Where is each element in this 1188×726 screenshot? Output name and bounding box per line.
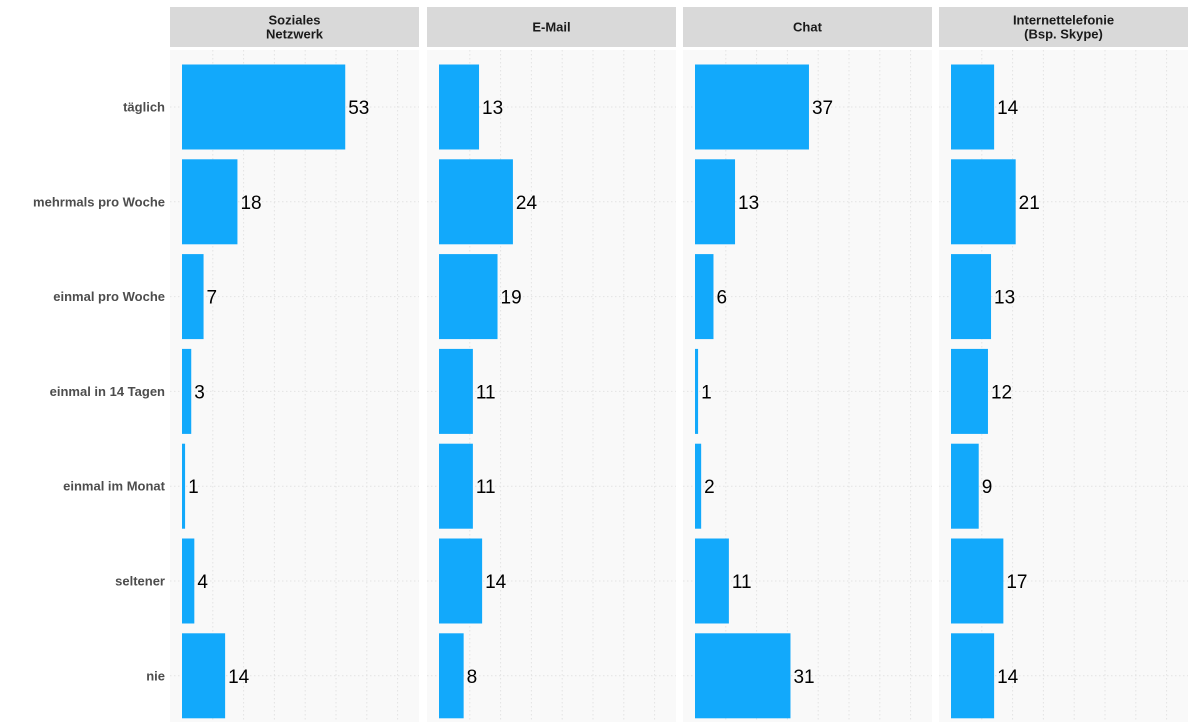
- data-label: 11: [476, 477, 496, 498]
- bar: [439, 254, 498, 340]
- data-label: 4: [197, 572, 208, 593]
- bar: [951, 443, 979, 529]
- bar: [951, 159, 1016, 245]
- data-label: 9: [982, 477, 993, 498]
- bar: [695, 64, 809, 150]
- facet-strip: [939, 7, 1188, 47]
- facet-title: Internettelefonie (Bsp. Skype): [1013, 13, 1114, 42]
- panel-background: [170, 50, 419, 722]
- data-label: 24: [516, 193, 538, 214]
- data-label: 1: [188, 477, 199, 498]
- data-label: 7: [207, 288, 218, 309]
- data-label: 1: [701, 382, 712, 403]
- data-label: 19: [501, 288, 522, 309]
- bar: [182, 348, 192, 434]
- bar: [439, 443, 473, 529]
- bar: [951, 633, 995, 719]
- data-label: 11: [476, 382, 496, 403]
- bar: [182, 443, 186, 529]
- data-label: 14: [997, 98, 1019, 119]
- data-label: 13: [994, 288, 1015, 309]
- bar: [951, 254, 992, 340]
- facet-strip: [170, 7, 419, 47]
- data-label: 6: [716, 288, 727, 309]
- data-label: 8: [467, 667, 478, 688]
- data-label: 21: [1019, 193, 1040, 214]
- data-label: 18: [240, 193, 261, 214]
- category-label: täglich: [123, 100, 165, 115]
- bar: [182, 633, 226, 719]
- bar: [695, 538, 729, 624]
- data-label: 3: [194, 382, 205, 403]
- bar: [182, 159, 238, 245]
- facet-strip: [683, 7, 932, 47]
- category-label: einmal im Monat: [63, 479, 166, 494]
- data-label: 14: [485, 572, 507, 593]
- category-label: einmal pro Woche: [53, 289, 165, 304]
- data-label: 13: [482, 98, 503, 119]
- facet-title: E-Mail: [532, 20, 570, 35]
- facet-title: Chat: [793, 20, 823, 35]
- bar: [439, 633, 464, 719]
- data-label: 12: [991, 382, 1012, 403]
- category-label: mehrmals pro Woche: [33, 194, 165, 209]
- bar: [182, 64, 346, 150]
- facet-title: Soziales Netzwerk: [266, 13, 324, 42]
- data-label: 14: [228, 667, 250, 688]
- bar: [951, 348, 988, 434]
- bar: [182, 254, 204, 340]
- bar: [439, 348, 473, 434]
- data-label: 53: [348, 98, 369, 119]
- data-label: 17: [1006, 572, 1027, 593]
- data-label: 11: [732, 572, 752, 593]
- data-label: 31: [793, 667, 814, 688]
- data-label: 13: [738, 193, 759, 214]
- bar: [439, 538, 483, 624]
- bar: [439, 64, 480, 150]
- category-label: nie: [146, 668, 165, 683]
- facet-strip: [427, 7, 676, 47]
- bar: [695, 159, 736, 245]
- bar: [951, 64, 995, 150]
- bar: [182, 538, 195, 624]
- data-label: 14: [997, 667, 1019, 688]
- data-label: 37: [812, 98, 833, 119]
- bar: [695, 443, 702, 529]
- bar: [695, 633, 791, 719]
- bar: [439, 159, 513, 245]
- category-label: einmal in 14 Tagen: [50, 384, 165, 399]
- bar: [695, 348, 699, 434]
- category-label: seltener: [115, 574, 165, 589]
- bar: [695, 254, 714, 340]
- data-label: 2: [704, 477, 715, 498]
- bar: [951, 538, 1004, 624]
